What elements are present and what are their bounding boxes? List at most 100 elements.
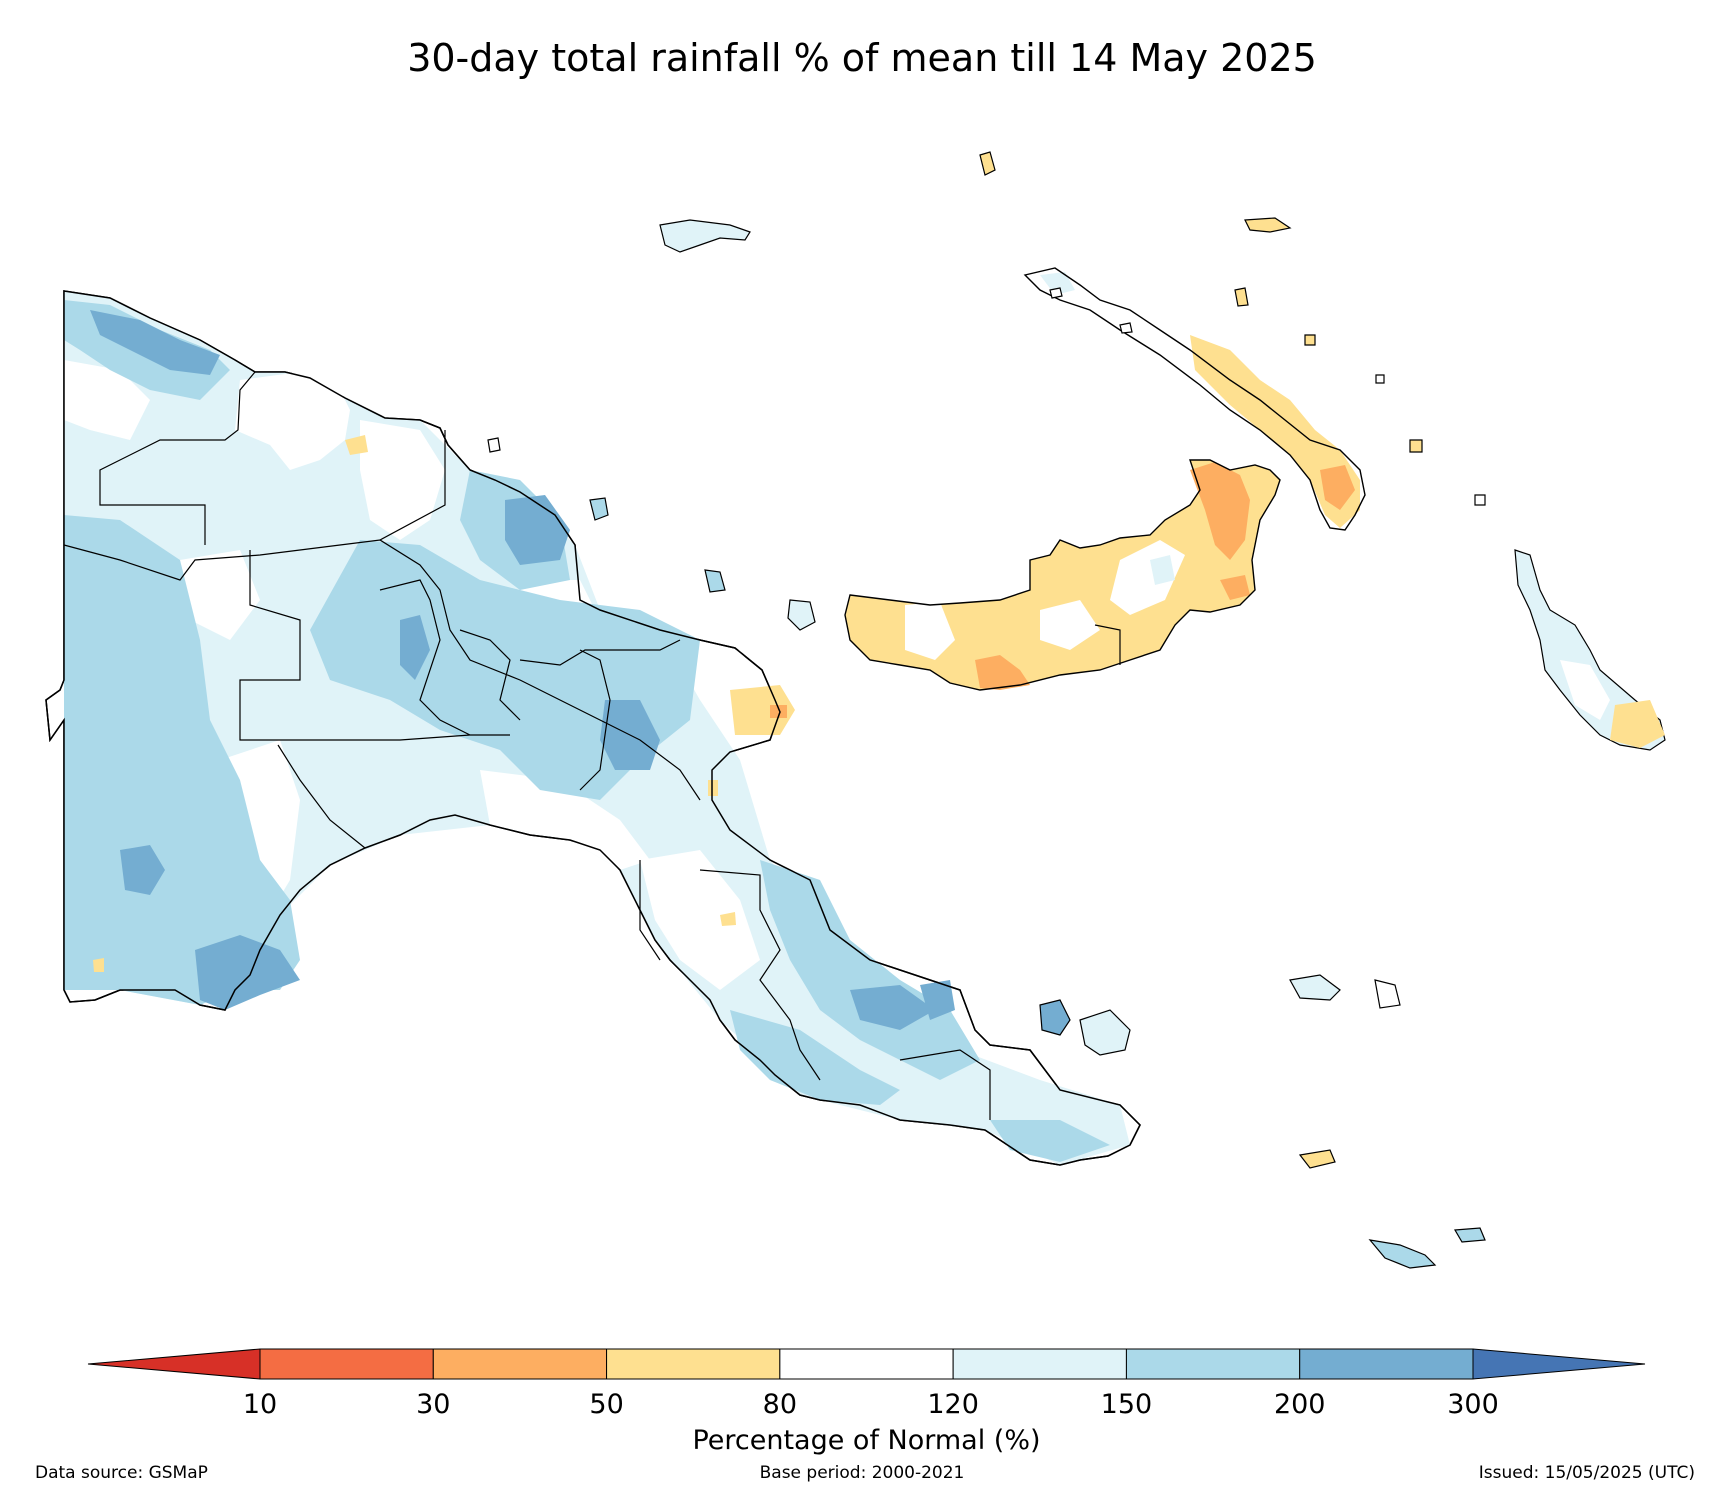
zone-dry-orange-1 bbox=[770, 705, 787, 718]
new-britain-orange-3 bbox=[1220, 575, 1250, 600]
new-ireland-light-blue bbox=[1040, 272, 1075, 295]
zone-wet-mid-5 bbox=[730, 1010, 900, 1105]
zone-normal-2 bbox=[360, 420, 445, 540]
new-ireland bbox=[1023, 267, 1366, 531]
zone-dry-3 bbox=[720, 912, 736, 926]
island-trobriand bbox=[1289, 974, 1341, 1001]
island-small-3 bbox=[1375, 374, 1385, 384]
zone-normal-3 bbox=[64, 360, 150, 440]
boundary-11 bbox=[699, 869, 821, 1081]
boundary-2 bbox=[63, 539, 701, 801]
zone-wet-mid-4 bbox=[760, 860, 980, 1080]
new-ireland-coast bbox=[1023, 267, 1366, 531]
new-britain-white-3 bbox=[1040, 600, 1100, 650]
boundary-7 bbox=[579, 649, 611, 791]
colorbar-tick-label: 300 bbox=[1447, 1389, 1499, 1420]
zone-wet-mid-1 bbox=[64, 515, 300, 1005]
zone-normal-4 bbox=[180, 550, 260, 640]
zone-dry-5 bbox=[708, 780, 718, 796]
zone-normal-1 bbox=[235, 372, 350, 470]
data-source: Data source: GSMaP bbox=[35, 1463, 208, 1483]
zone-dry-1 bbox=[730, 685, 795, 735]
island-misima bbox=[1298, 1149, 1336, 1169]
new-britain-orange-1 bbox=[975, 655, 1030, 690]
zone-wet-dark-2 bbox=[505, 495, 570, 565]
island-tagula bbox=[1454, 1227, 1486, 1243]
zone-wet-dark-4 bbox=[195, 935, 300, 1010]
island-mussau bbox=[979, 151, 996, 176]
boundary-3 bbox=[379, 430, 446, 541]
new-britain-boundary bbox=[1094, 624, 1121, 665]
zone-dry-4 bbox=[93, 958, 104, 972]
issued-date: Issued: 15/05/2025 (UTC) bbox=[1478, 1463, 1695, 1483]
island-small-1 bbox=[1049, 287, 1063, 299]
boundary-8 bbox=[519, 639, 681, 666]
colorbar-over-arrow bbox=[1472, 1348, 1646, 1380]
province-boundaries bbox=[63, 359, 991, 1120]
zone-normal-6 bbox=[480, 770, 650, 870]
colorbar-tick-label: 200 bbox=[1274, 1389, 1326, 1420]
island-lihir bbox=[1409, 439, 1423, 453]
zone-dry-2 bbox=[345, 435, 368, 455]
island-woodlark bbox=[1374, 979, 1401, 1009]
islands bbox=[487, 151, 1666, 1269]
colorbar-bin-10-30 bbox=[259, 1348, 434, 1380]
colorbar-bin-120-150 bbox=[952, 1348, 1127, 1380]
bougainville-white bbox=[1560, 660, 1610, 720]
colorbar-tick-label: 10 bbox=[243, 1389, 277, 1420]
boundary-5 bbox=[379, 579, 471, 736]
colorbar-tick-label: 30 bbox=[416, 1389, 450, 1420]
colorbar-tick-label: 80 bbox=[763, 1389, 797, 1420]
island-small-4 bbox=[487, 437, 501, 453]
colorbar-tick-label: 150 bbox=[1101, 1389, 1153, 1420]
boundary-12 bbox=[899, 1049, 991, 1120]
colorbar-label: Percentage of Normal (%) bbox=[692, 1425, 1040, 1456]
boundary-9 bbox=[277, 744, 366, 849]
zone-wet-dark-5 bbox=[120, 845, 165, 895]
manus-island bbox=[659, 219, 751, 253]
boundary-6 bbox=[459, 629, 521, 721]
zone-wet-dark-6 bbox=[400, 615, 430, 680]
bougainville bbox=[1514, 549, 1666, 751]
map-title: 30-day total rainfall % of mean till 14 … bbox=[407, 36, 1317, 80]
new-britain-light-blue bbox=[1150, 555, 1175, 585]
colorbar-tick-label: 50 bbox=[589, 1389, 623, 1420]
zone-wet-mid-6 bbox=[990, 1120, 1110, 1162]
island-tanga bbox=[1304, 334, 1316, 346]
mainland bbox=[45, 290, 1141, 1166]
island-umboi bbox=[787, 599, 816, 631]
island-small-2 bbox=[1119, 322, 1133, 334]
island-goodenough bbox=[1039, 999, 1071, 1036]
zone-wet-dark-7 bbox=[850, 985, 935, 1030]
zone-wet-dark-8 bbox=[920, 980, 955, 1020]
colorbar-bin-30-50 bbox=[432, 1348, 608, 1380]
new-ireland-yellow bbox=[1190, 335, 1360, 528]
island-karkar bbox=[589, 497, 609, 521]
colorbar: 10 30 50 80 120 150 200 300 Percentage of Normal… bbox=[87, 1348, 1646, 1456]
boundary-4 bbox=[239, 550, 510, 741]
new-britain bbox=[844, 459, 1281, 691]
new-ireland-orange bbox=[1320, 465, 1355, 510]
new-britain-white-2 bbox=[905, 602, 955, 660]
mainland-coast bbox=[45, 290, 1141, 1166]
boundary-10 bbox=[639, 860, 661, 961]
colorbar-under-arrow bbox=[87, 1348, 261, 1380]
island-emirau bbox=[1234, 287, 1249, 307]
new-britain-orange-2 bbox=[1190, 462, 1250, 560]
base-period: Base period: 2000-2021 bbox=[759, 1463, 965, 1483]
colorbar-tick-label: 120 bbox=[927, 1389, 979, 1420]
island-fergusson bbox=[1079, 1009, 1131, 1056]
island-rossel bbox=[1368, 1239, 1437, 1269]
new-britain-land bbox=[845, 460, 1280, 690]
colorbar-bin-200-300 bbox=[1299, 1348, 1474, 1380]
new-britain-coast bbox=[844, 459, 1281, 691]
colorbar-bin-50-80 bbox=[606, 1348, 781, 1380]
buka bbox=[1244, 217, 1292, 233]
bougainville-yellow bbox=[1610, 700, 1665, 748]
island-long bbox=[704, 569, 726, 593]
colorbar-bin-150-200 bbox=[1125, 1348, 1301, 1380]
zone-normal-7 bbox=[640, 850, 760, 990]
colorbar-bin-80-120 bbox=[779, 1348, 954, 1380]
boundary-1 bbox=[99, 359, 256, 545]
zone-wet-dark-1 bbox=[90, 310, 220, 375]
